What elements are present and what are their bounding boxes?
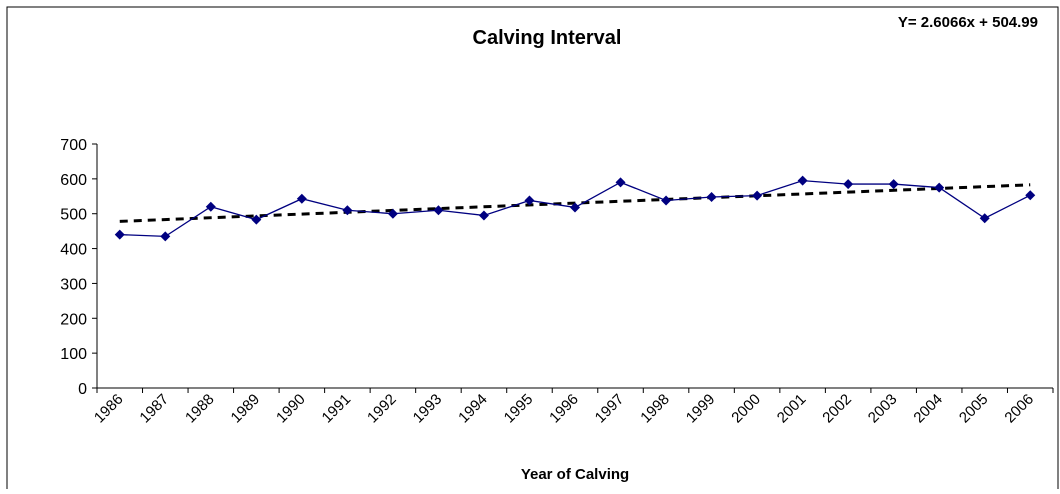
x-tick-label: 1998	[637, 391, 673, 427]
data-marker	[524, 195, 535, 206]
x-tick-label: 1996	[546, 391, 582, 427]
data-marker	[570, 202, 580, 213]
x-axis-title: Year of Calving	[521, 466, 629, 483]
data-marker	[1025, 190, 1036, 201]
y-tick-label: 200	[60, 311, 87, 328]
x-tick-label: 1993	[410, 391, 446, 427]
y-tick-label: 500	[60, 207, 87, 224]
x-tick-label: 1988	[182, 391, 218, 427]
x-tick-label: 1997	[592, 391, 628, 427]
x-tick-label: 1994	[455, 391, 491, 427]
data-marker	[661, 195, 672, 206]
x-tick-label: 1991	[319, 391, 355, 427]
x-tick-label: 2001	[774, 391, 810, 427]
data-marker	[934, 182, 945, 193]
chart-title: Calving Interval	[473, 27, 622, 49]
y-tick-label: 300	[60, 276, 87, 293]
y-tick-label: 0	[78, 381, 87, 398]
x-tick-label: 1987	[136, 391, 172, 427]
x-tick-label: 2005	[956, 391, 992, 427]
y-tick-label: 700	[60, 137, 87, 154]
x-tick-label: 1990	[273, 391, 309, 427]
data-marker	[114, 229, 125, 240]
data-marker	[433, 205, 444, 216]
x-tick-label: 1989	[228, 391, 264, 427]
data-marker	[797, 175, 808, 186]
x-tick-label: 1999	[683, 391, 719, 427]
chart-border	[6, 6, 1059, 489]
data-marker	[251, 214, 262, 225]
y-tick-label: 600	[60, 172, 87, 189]
data-marker	[478, 210, 489, 221]
data-marker	[205, 201, 216, 212]
x-tick-label: 1992	[364, 391, 400, 427]
x-tick-label: 2002	[819, 391, 855, 427]
data-marker	[752, 190, 763, 201]
x-tick-label: 2003	[865, 391, 901, 427]
data-marker	[843, 179, 854, 190]
x-tick-label: 2000	[728, 391, 764, 427]
y-tick-label: 400	[60, 242, 87, 259]
x-tick-label: 2004	[910, 391, 946, 427]
data-marker	[888, 179, 899, 190]
data-marker	[387, 208, 398, 219]
x-tick-label: 2006	[1001, 391, 1037, 427]
data-marker	[160, 231, 171, 242]
data-marker	[706, 191, 717, 202]
x-tick-label: 1995	[501, 391, 537, 427]
data-marker	[615, 177, 626, 188]
data-marker	[342, 205, 353, 216]
trend-equation: Y= 2.6066x + 504.99	[898, 14, 1038, 31]
data-marker	[296, 193, 307, 204]
y-tick-label: 100	[60, 346, 87, 363]
x-tick-label: 1986	[91, 391, 127, 427]
data-marker	[979, 213, 990, 224]
